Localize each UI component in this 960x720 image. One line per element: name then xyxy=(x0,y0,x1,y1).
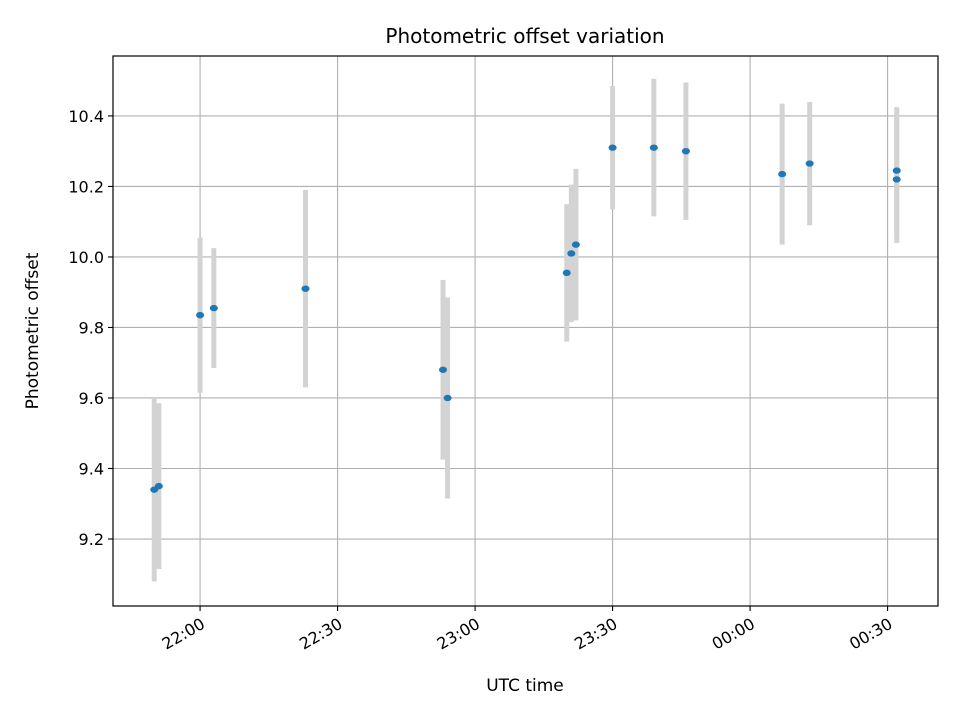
data-point xyxy=(443,394,452,402)
data-point xyxy=(649,144,658,151)
data-point xyxy=(567,250,576,257)
y-tick-label: 9.6 xyxy=(79,389,104,408)
chart-title: Photometric offset variation xyxy=(385,24,664,48)
data-point xyxy=(608,144,617,151)
y-tick-label: 9.2 xyxy=(79,530,104,549)
data-point xyxy=(196,311,205,319)
y-tick-label: 9.8 xyxy=(79,318,104,337)
y-tick-label: 10.2 xyxy=(68,177,104,196)
data-point xyxy=(892,167,901,174)
data-point xyxy=(562,269,571,277)
plot-frame xyxy=(112,55,939,607)
grid xyxy=(113,56,938,606)
data-point xyxy=(571,241,580,248)
y-axis-label: Photometric offset xyxy=(23,252,43,409)
y-axis-ticks: 9.2 9.4 9.6 9.8 10.0 10.2 10.4 xyxy=(68,107,113,549)
data-points xyxy=(150,144,901,493)
y-tick-label: 9.4 xyxy=(79,460,104,479)
data-point xyxy=(892,176,901,183)
data-point xyxy=(439,366,447,373)
data-point xyxy=(778,170,787,178)
data-point xyxy=(681,147,690,155)
data-point xyxy=(209,304,218,312)
data-point xyxy=(805,160,814,167)
x-axis-label: UTC time xyxy=(486,676,564,696)
data-point xyxy=(154,482,163,490)
y-tick-label: 10.4 xyxy=(68,107,104,126)
y-tick-label: 10.0 xyxy=(68,248,104,267)
data-point xyxy=(301,285,310,292)
